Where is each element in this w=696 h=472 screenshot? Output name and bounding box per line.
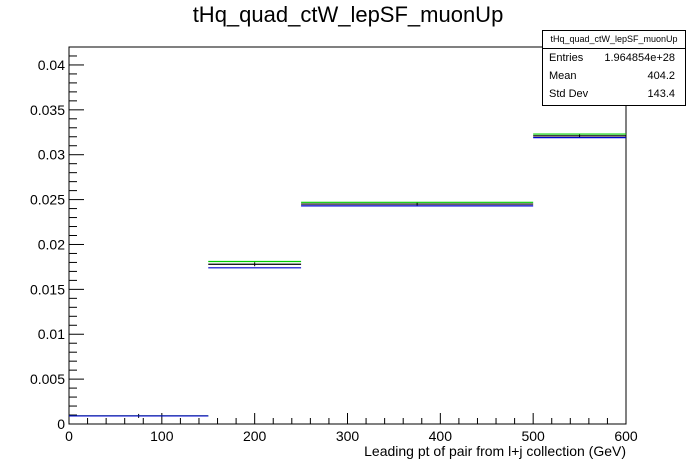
y-tick-label: 0.02 <box>38 236 65 252</box>
chart-title: tHq_quad_ctW_lepSF_muonUp <box>192 2 504 27</box>
y-tick-label: 0.035 <box>30 102 65 118</box>
stats-title: tHq_quad_ctW_lepSF_muonUp <box>543 31 685 49</box>
series-layer <box>69 133 626 418</box>
stats-row-entries: Entries 1.964854e+28 <box>543 49 685 67</box>
x-tick-label: 0 <box>65 428 73 444</box>
x-tick-label: 300 <box>336 428 360 444</box>
stats-box: tHq_quad_ctW_lepSF_muonUp Entries 1.9648… <box>542 30 686 106</box>
y-tick-label: 0.015 <box>30 281 65 297</box>
stats-row-stddev: Std Dev 143.4 <box>543 85 685 103</box>
x-tick-label: 100 <box>150 428 174 444</box>
x-tick-label: 400 <box>429 428 453 444</box>
x-tick-label: 500 <box>521 428 545 444</box>
y-tick-label: 0.01 <box>38 326 65 342</box>
stats-mean-value: 404.2 <box>647 70 675 82</box>
y-tick-label: 0.04 <box>38 57 65 73</box>
stats-stddev-value: 143.4 <box>647 88 675 100</box>
y-tick-label: 0.025 <box>30 192 65 208</box>
axes: 0 100 200 300 400 500 600 0 0.005 0.01 0.015 0.02 0.… <box>30 46 638 444</box>
x-axis-title: Leading pt of pair from l+j collection (… <box>364 443 626 459</box>
x-tick-label: 200 <box>243 428 267 444</box>
y-tick-label: 0.005 <box>30 371 65 387</box>
stats-stddev-label: Std Dev <box>549 88 589 100</box>
stats-mean-label: Mean <box>549 70 577 82</box>
stats-entries-value: 1.964854e+28 <box>604 52 675 64</box>
stats-entries-label: Entries <box>549 52 584 64</box>
y-tick-label: 0.03 <box>38 147 65 163</box>
x-tick-label: 600 <box>614 428 638 444</box>
y-tick-label: 0 <box>57 416 65 432</box>
stats-row-mean: Mean 404.2 <box>543 67 685 85</box>
